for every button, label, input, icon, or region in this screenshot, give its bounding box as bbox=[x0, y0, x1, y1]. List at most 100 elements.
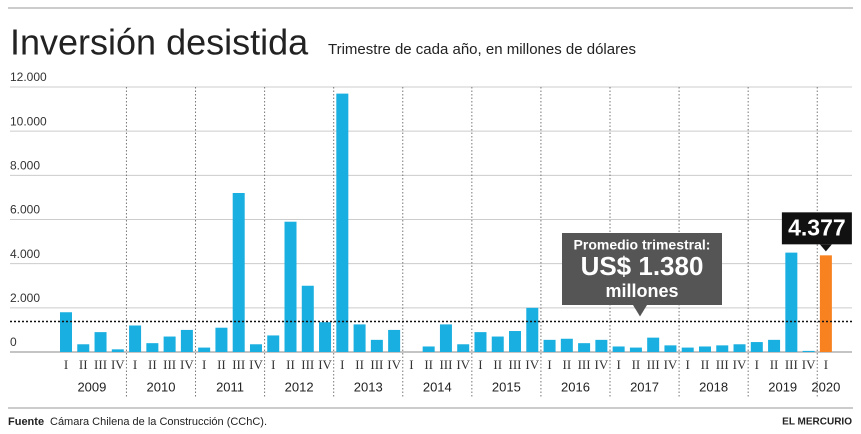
x-tick-label: I bbox=[616, 357, 620, 372]
chart-title: Inversión desistida bbox=[10, 22, 309, 63]
y-tick-label: 12.000 bbox=[10, 70, 47, 84]
x-tick-label: IV bbox=[180, 357, 194, 372]
bar bbox=[267, 335, 280, 352]
year-label: 2017 bbox=[630, 379, 659, 394]
bar bbox=[284, 221, 297, 352]
x-tick-label: IV bbox=[318, 357, 332, 372]
year-label: 2010 bbox=[147, 379, 176, 394]
x-tick-label: II bbox=[493, 357, 502, 372]
x-tick-label: II bbox=[148, 357, 157, 372]
x-tick-label: I bbox=[478, 357, 482, 372]
value-label-box bbox=[781, 212, 852, 245]
year-label: 2015 bbox=[492, 379, 521, 394]
y-tick-label: 2.000 bbox=[10, 291, 40, 305]
x-tick-label: II bbox=[562, 357, 571, 372]
bar bbox=[543, 339, 556, 352]
bar bbox=[474, 332, 487, 352]
bar bbox=[595, 339, 608, 352]
year-label: 2012 bbox=[285, 379, 314, 394]
year-label: 2009 bbox=[77, 379, 106, 394]
x-tick-label: IV bbox=[664, 357, 678, 372]
x-tick-label: I bbox=[64, 357, 68, 372]
x-tick-label: II bbox=[355, 357, 364, 372]
x-tick-label: II bbox=[286, 357, 295, 372]
y-tick-label: 6.000 bbox=[10, 203, 40, 217]
x-tick-label: III bbox=[578, 357, 591, 372]
bar bbox=[733, 344, 746, 352]
reference-pointer bbox=[633, 305, 647, 317]
bar bbox=[785, 252, 798, 352]
reference-box bbox=[562, 233, 722, 305]
bar bbox=[560, 338, 573, 352]
x-tick-label: IV bbox=[802, 357, 816, 372]
bar bbox=[768, 339, 781, 352]
x-tick-label: II bbox=[770, 357, 779, 372]
bar bbox=[802, 350, 815, 352]
bar bbox=[198, 347, 211, 352]
bar bbox=[336, 93, 349, 352]
x-tick-label: III bbox=[716, 357, 729, 372]
bar bbox=[526, 307, 539, 352]
bar bbox=[716, 345, 729, 352]
y-tick-label: 8.000 bbox=[10, 159, 40, 173]
bar bbox=[422, 346, 435, 352]
bar bbox=[301, 285, 314, 352]
x-tick-label: II bbox=[217, 357, 226, 372]
x-tick-label: I bbox=[340, 357, 344, 372]
x-tick-label: III bbox=[370, 357, 383, 372]
chart-subtitle: Trimestre de cada año, en millones de dó… bbox=[328, 41, 636, 58]
bar bbox=[111, 349, 124, 352]
year-label: 2011 bbox=[216, 379, 244, 394]
bar bbox=[353, 324, 366, 352]
x-tick-label: IV bbox=[111, 357, 125, 372]
x-tick-label: III bbox=[163, 357, 176, 372]
y-tick-label: 0 bbox=[10, 335, 17, 349]
bar bbox=[612, 346, 625, 352]
brand: EL MERCURIO bbox=[782, 417, 852, 428]
year-label: 2020 bbox=[811, 379, 840, 394]
source-label: Fuente bbox=[8, 416, 44, 428]
x-tick-label: IV bbox=[595, 357, 609, 372]
x-tick-label: IV bbox=[733, 357, 747, 372]
value-label-pointer bbox=[819, 244, 832, 252]
x-tick-label: III bbox=[301, 357, 314, 372]
y-tick-label: 10.000 bbox=[10, 114, 47, 128]
year-label: 2016 bbox=[561, 379, 590, 394]
x-tick-label: II bbox=[632, 357, 641, 372]
x-tick-label: IV bbox=[249, 357, 263, 372]
bar bbox=[388, 329, 401, 352]
bar bbox=[819, 255, 832, 352]
reference-label: US$ 1.380 bbox=[581, 251, 704, 281]
bar bbox=[698, 346, 711, 352]
bar bbox=[681, 347, 694, 352]
x-tick-label: I bbox=[202, 357, 206, 372]
x-tick-label: II bbox=[79, 357, 88, 372]
y-tick-label: 4.000 bbox=[10, 247, 40, 261]
bar bbox=[370, 339, 383, 352]
x-tick-label: II bbox=[701, 357, 710, 372]
bar bbox=[457, 344, 470, 352]
bar bbox=[319, 322, 332, 352]
value-label: 4.377 bbox=[788, 214, 846, 240]
bar bbox=[629, 347, 642, 352]
x-tick-label: III bbox=[94, 357, 107, 372]
x-tick-label: IV bbox=[456, 357, 470, 372]
x-tick-label: III bbox=[785, 357, 798, 372]
bar bbox=[60, 312, 72, 352]
bar bbox=[439, 324, 452, 352]
x-tick-label: I bbox=[133, 357, 137, 372]
bar bbox=[664, 345, 677, 352]
bar bbox=[129, 325, 142, 352]
bar bbox=[509, 331, 522, 352]
x-tick-label: IV bbox=[387, 357, 401, 372]
bar bbox=[77, 344, 90, 352]
source: Cámara Chilena de la Construcción (CChC)… bbox=[50, 416, 267, 428]
bar bbox=[215, 327, 228, 352]
x-tick-label: I bbox=[686, 357, 690, 372]
bar bbox=[146, 343, 159, 352]
year-label: 2019 bbox=[768, 379, 797, 394]
bar bbox=[578, 343, 591, 352]
year-label: 2018 bbox=[699, 379, 728, 394]
bar bbox=[491, 336, 504, 352]
